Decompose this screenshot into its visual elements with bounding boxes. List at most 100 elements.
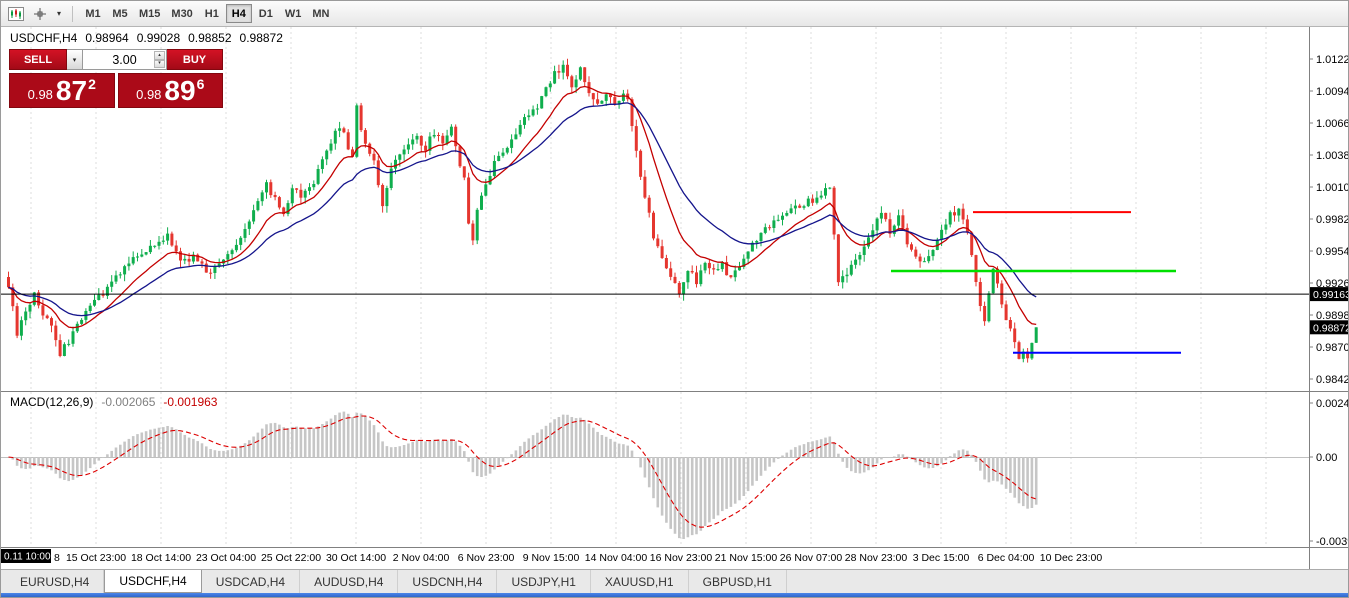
sell-price-big: 87 — [55, 74, 88, 106]
svg-text:0.98420: 0.98420 — [1316, 374, 1349, 386]
timeframe-button-h4[interactable]: H4 — [225, 4, 252, 23]
svg-text:0.99540: 0.99540 — [1316, 246, 1349, 258]
macd-main-value: -0.002065 — [101, 395, 156, 409]
svg-text:0.98872: 0.98872 — [1313, 322, 1349, 334]
ohlc-close: 0.98872 — [239, 31, 283, 45]
macd-signal-line — [8, 415, 1037, 528]
svg-text:23 Oct 04:00: 23 Oct 04:00 — [196, 552, 256, 564]
svg-text:1.00100: 1.00100 — [1316, 182, 1349, 194]
svg-text:1.00660: 1.00660 — [1316, 118, 1349, 130]
black-line-price-tag — [1310, 287, 1348, 302]
chevron-down-icon: ▾ — [72, 56, 77, 64]
svg-text:0.99163: 0.99163 — [1313, 289, 1349, 301]
svg-text:0.00: 0.00 — [1316, 452, 1337, 464]
svg-text:21 Nov 15:00: 21 Nov 15:00 — [715, 552, 778, 564]
svg-text:25 Oct 22:00: 25 Oct 22:00 — [261, 552, 321, 564]
timeframe-button-d1[interactable]: D1 — [253, 4, 279, 23]
timeframe-button-mn[interactable]: MN — [307, 4, 334, 23]
svg-text:1.00380: 1.00380 — [1316, 150, 1349, 162]
chart-symbol: USDCHF,H4 — [10, 31, 78, 45]
svg-text:0.98700: 0.98700 — [1316, 342, 1349, 354]
tabs-bar: EURUSD,H4 USDCHF,H4 USDCAD,H4 AUDUSD,H4 USDC… — [1, 569, 1348, 593]
crosshair-time-box — [1, 549, 51, 563]
price-axis: 1.01220 1.00940 1.00660 1.00380 1.00100 0.998… — [1309, 54, 1349, 548]
chart-canvas[interactable]: 1.01220 1.00940 1.00660 1.00380 1.00100 0.998… — [1, 27, 1349, 569]
ma-line-26 — [8, 102, 1037, 317]
volume-up-button[interactable]: ▴ — [154, 51, 165, 60]
svg-text:0.98980: 0.98980 — [1316, 310, 1349, 322]
one-click-trading-panel: SELL ▾ 3.00 ▴ ▾ BUY 0.98 87 2 — [9, 49, 223, 108]
svg-text:1.00940: 1.00940 — [1316, 86, 1349, 98]
taskbar-strip — [1, 593, 1348, 597]
sell-button[interactable]: SELL — [9, 49, 67, 70]
ohlc-open: 0.98964 — [85, 31, 129, 45]
crosshair-icon[interactable] — [29, 4, 51, 24]
timeframe-button-m1[interactable]: M1 — [80, 4, 106, 23]
chart-ohlc-header: USDCHF,H4 0.98964 0.99028 0.98852 0.9887… — [10, 31, 283, 45]
svg-text:0.99820: 0.99820 — [1316, 214, 1349, 226]
trade-prices-row: 0.98 87 2 0.98 89 6 — [9, 73, 223, 108]
ma-line-12 — [8, 85, 1037, 329]
svg-text:10 Dec 23:00: 10 Dec 23:00 — [1040, 552, 1103, 564]
volume-down-button[interactable]: ▾ — [154, 59, 165, 68]
sell-price-sup: 2 — [88, 76, 96, 92]
candles-layer — [7, 58, 1038, 363]
crosshair-icon-glyph — [34, 7, 46, 20]
timeframe-button-m15[interactable]: M15 — [134, 4, 165, 23]
tab-eurusd-h4[interactable]: EURUSD,H4 — [6, 570, 105, 593]
tab-gbpusd-h1[interactable]: GBPUSD,H1 — [689, 570, 787, 593]
volume-input[interactable]: 3.00 ▴ ▾ — [83, 49, 167, 70]
buy-price-sup: 6 — [196, 76, 205, 92]
svg-text:9 Nov 15:00: 9 Nov 15:00 — [523, 552, 580, 564]
toolbar: ▾ M1 M5 M15 M30 H1 H4 D1 W1 MN — [1, 1, 1348, 27]
macd-title: MACD(12,26,9) — [10, 395, 94, 409]
tab-usdjpy-h1[interactable]: USDJPY,H1 — [497, 570, 591, 593]
buy-price-prefix: 0.98 — [136, 86, 162, 102]
trade-controls-row: SELL ▾ 3.00 ▴ ▾ BUY — [9, 49, 223, 70]
chart-icon-glyph — [8, 6, 24, 21]
buy-button[interactable]: BUY — [167, 49, 223, 70]
buy-price-display[interactable]: 0.98 89 6 — [117, 73, 223, 108]
tab-usdcad-h4[interactable]: USDCAD,H4 — [202, 570, 301, 593]
tab-usdchf-h4[interactable]: USDCHF,H4 — [104, 570, 202, 593]
chevron-down-icon[interactable]: ▾ — [53, 4, 65, 24]
sell-price-prefix: 0.98 — [27, 86, 53, 102]
svg-text:0.11 10:00: 0.11 10:00 — [4, 552, 51, 563]
timeframe-group: M1 M5 M15 M30 H1 H4 D1 W1 MN — [80, 4, 334, 23]
svg-text:15 Oct 23:00: 15 Oct 23:00 — [66, 552, 126, 564]
timeframe-button-w1[interactable]: W1 — [280, 4, 307, 23]
tab-xauusd-h1[interactable]: XAUUSD,H1 — [591, 570, 689, 593]
svg-text:3 Dec 15:00: 3 Dec 15:00 — [913, 552, 970, 564]
macd-signal-value: -0.001963 — [163, 395, 218, 409]
svg-text:0.99260: 0.99260 — [1316, 278, 1349, 290]
sell-price-display[interactable]: 0.98 87 2 — [9, 73, 115, 108]
grid-layer — [30, 27, 1267, 547]
volume-value: 3.00 — [112, 52, 137, 67]
svg-text:8: 8 — [54, 552, 60, 564]
svg-text:18 Oct 14:00: 18 Oct 14:00 — [131, 552, 191, 564]
timeframe-button-m30[interactable]: M30 — [166, 4, 197, 23]
timeframe-button-h1[interactable]: H1 — [199, 4, 225, 23]
chart-area[interactable]: 1.01220 1.00940 1.00660 1.00380 1.00100 0.998… — [1, 27, 1349, 569]
svg-text:1.01220: 1.01220 — [1316, 54, 1349, 66]
svg-text:16 Nov 23:00: 16 Nov 23:00 — [650, 552, 713, 564]
timeframe-button-m5[interactable]: M5 — [107, 4, 133, 23]
tab-audusd-h4[interactable]: AUDUSD,H4 — [300, 570, 399, 593]
ohlc-high: 0.99028 — [136, 31, 181, 45]
svg-text:28 Nov 23:00: 28 Nov 23:00 — [845, 552, 908, 564]
svg-text:2 Nov 04:00: 2 Nov 04:00 — [393, 552, 450, 564]
bid-price-tag — [1310, 320, 1348, 335]
buy-price-big: 89 — [164, 74, 196, 106]
volume-dropdown-button[interactable]: ▾ — [67, 49, 83, 70]
svg-text:0.002492: 0.002492 — [1316, 398, 1349, 410]
moving-averages-layer — [8, 85, 1037, 329]
svg-text:6 Nov 23:00: 6 Nov 23:00 — [458, 552, 515, 564]
tab-usdcnh-h4[interactable]: USDCNH,H4 — [398, 570, 498, 593]
macd-layer — [1, 411, 1309, 539]
svg-text:14 Nov 04:00: 14 Nov 04:00 — [585, 552, 648, 564]
svg-text:-0.003913: -0.003913 — [1316, 536, 1349, 548]
macd-header: MACD(12,26,9) -0.002065 -0.001963 — [10, 395, 217, 409]
volume-stepper: ▴ ▾ — [154, 51, 165, 68]
chart-icon[interactable] — [5, 4, 27, 24]
